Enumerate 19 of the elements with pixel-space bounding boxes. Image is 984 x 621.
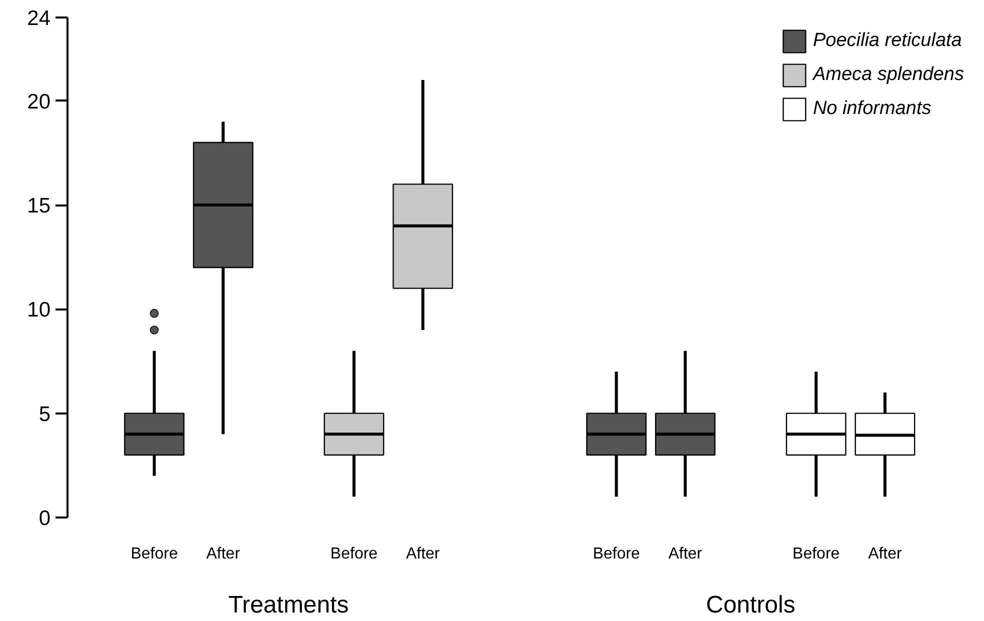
- x-tick-label: After: [668, 546, 703, 562]
- y-tick-label: 5: [38, 402, 51, 426]
- x-tick-label: After: [206, 546, 241, 562]
- y-tick-label: 0: [38, 507, 51, 530]
- x-tick-label: Before: [792, 546, 840, 562]
- legend-label: Poecilia reticulata: [812, 30, 962, 52]
- x-tick-label: After: [406, 546, 440, 562]
- y-tick-label: 20: [27, 90, 50, 114]
- text: Treatments: [228, 592, 349, 618]
- x-tick-label: Before: [330, 546, 378, 562]
- x-tick-label: Before: [130, 546, 178, 562]
- y-tick-label: 15: [27, 194, 50, 218]
- legend-label: No informants: [812, 98, 932, 120]
- y-tick-label: 10: [27, 298, 50, 322]
- y-tick-label: 24: [27, 7, 51, 30]
- text: Controls: [706, 592, 796, 618]
- x-tick-label: Before: [592, 546, 640, 562]
- x-tick-label: After: [868, 546, 903, 562]
- legend-label: Ameca splendens: [812, 64, 964, 86]
